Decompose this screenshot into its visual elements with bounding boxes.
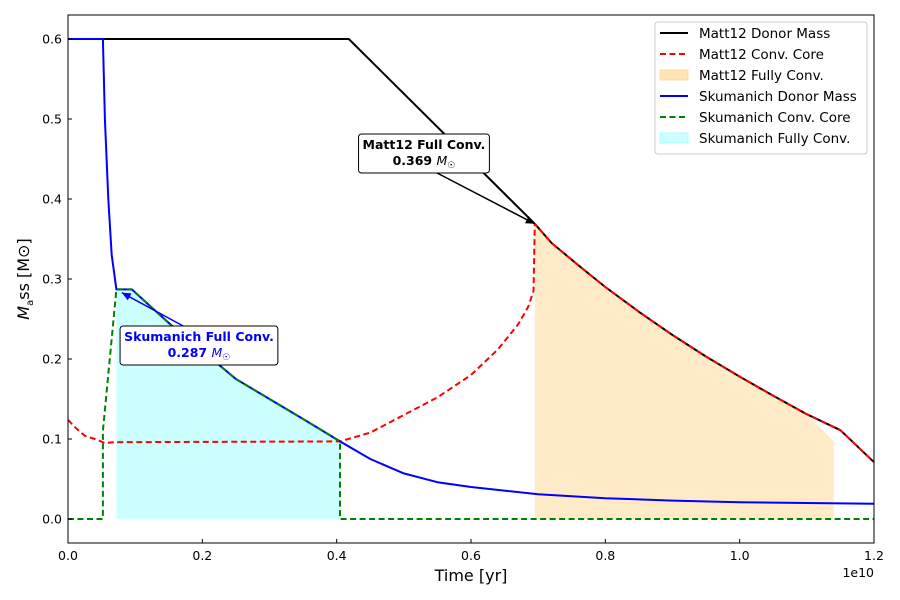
legend-label-skumanich-conv-core: Skumanich Conv. Core: [699, 110, 851, 126]
x-axis-offset-label: 1e10: [842, 565, 874, 580]
annotation-number: 0.287: [168, 345, 212, 360]
y-tick-label: 0.1: [42, 432, 62, 447]
x-axis-label: Time [yr]: [434, 566, 508, 585]
annotation-box-skumanich-full-conv: [119, 325, 279, 366]
series-matt12-donor-mass: [68, 38, 875, 463]
fill-skumanich-fully-conv: [116, 289, 341, 519]
series-lines: [67, 38, 875, 520]
annotation-value-skumanich-full-conv: 0.287 M☉: [168, 345, 231, 363]
annotation-value-matt12-full-conv: 0.369 M☉: [393, 153, 456, 171]
y-axis-label: Mass [M⊙]: [14, 238, 36, 319]
x-tick-label: 0.4: [327, 548, 347, 563]
legend-swatch-skumanich-fully-conv: [659, 132, 689, 144]
y-tick-label: 0.5: [42, 112, 62, 127]
legend-label-matt12-donor-mass: Matt12 Donor Mass: [699, 26, 830, 42]
annotation-arrow-matt12-full-conv: [436, 172, 536, 225]
y-tick-label: 0.3: [42, 272, 62, 287]
legend-swatch-matt12-fully-conv: [659, 69, 689, 81]
x-tick-label: 1.2: [864, 548, 884, 563]
annotation-box-matt12-full-conv: [358, 133, 490, 174]
legend-label-skumanich-donor-mass: Skumanich Donor Mass: [699, 89, 857, 105]
y-tick-label: 0.6: [42, 32, 62, 47]
annotation-unit-subscript: ☉: [222, 353, 230, 363]
annotation-unit: M: [436, 153, 447, 168]
x-tick-label: 0.2: [192, 548, 212, 563]
annotation-arrowhead-matt12-full-conv: [524, 216, 535, 224]
y-axis-unit-symbol: M: [14, 306, 33, 320]
annotation-title-matt12-full-conv: Matt12 Full Conv.: [363, 137, 486, 152]
series-skumanich-conv-core: [68, 288, 874, 520]
y-tick-label: 0.2: [42, 352, 62, 367]
x-tick-label: 1.0: [730, 548, 750, 563]
annotation-unit: M: [211, 345, 222, 360]
fill-matt12-fully-conv: [534, 223, 834, 520]
legend: Matt12 Donor Mass Matt12 Conv. Core Matt12…: [654, 21, 868, 155]
x-tick-label: 0.0: [58, 548, 78, 563]
legend-box: [654, 21, 868, 155]
x-tick-label: 0.8: [595, 548, 615, 563]
x-axis-ticks: 0.0 0.2 0.4 0.6 0.8 1.0 1.2: [58, 539, 884, 563]
y-tick-label: 0.4: [42, 192, 62, 207]
y-axis-unit-close: ss [M⊙]: [14, 238, 33, 299]
annotations: Matt12 Full Conv.0.369 M☉Skumanich Full …: [119, 133, 536, 366]
y-axis-unit-subscript: a: [25, 300, 36, 306]
annotation-arrow-skumanich-full-conv: [121, 291, 184, 327]
annotation-number: 0.369: [393, 153, 437, 168]
x-tick-label: 0.6: [461, 548, 481, 563]
series-skumanich-donor-mass: [68, 38, 875, 505]
series-matt12-conv-core: [67, 222, 875, 463]
annotation-arrowhead-skumanich-full-conv: [121, 292, 132, 301]
legend-label-skumanich-fully-conv: Skumanich Fully Conv.: [699, 131, 850, 147]
legend-label-matt12-fully-conv: Matt12 Fully Conv.: [699, 68, 824, 84]
y-axis-ticks: 0.0 0.1 0.2 0.3 0.4 0.5 0.6: [42, 32, 72, 527]
legend-label-matt12-conv-core: Matt12 Conv. Core: [699, 47, 824, 63]
annotation-unit-subscript: ☉: [447, 161, 455, 171]
y-tick-label: 0.0: [42, 512, 62, 527]
annotation-title-skumanich-full-conv: Skumanich Full Conv.: [124, 329, 274, 344]
